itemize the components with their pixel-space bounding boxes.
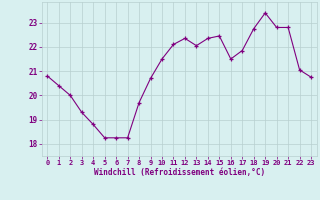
X-axis label: Windchill (Refroidissement éolien,°C): Windchill (Refroidissement éolien,°C) (94, 168, 265, 177)
